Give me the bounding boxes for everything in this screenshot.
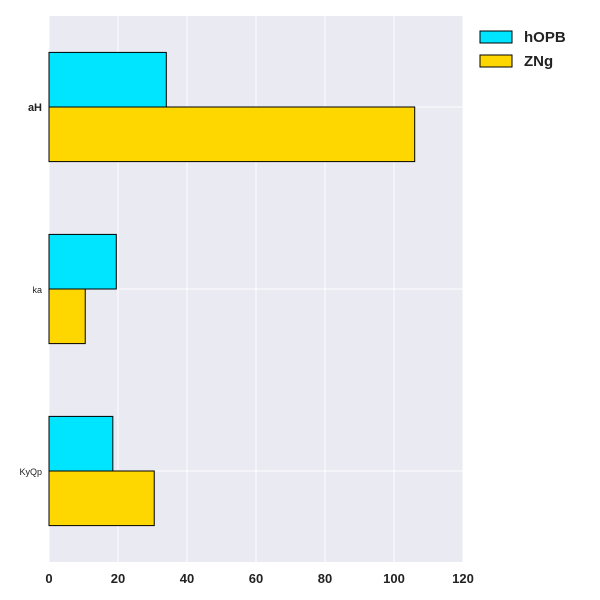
x-tick-label: 40: [180, 571, 194, 586]
legend: hOPB ZNg: [479, 29, 566, 70]
bar-ZNg-aH: [48, 106, 416, 163]
bar-hOPB-aH: [48, 51, 167, 108]
legend-label: ZNg: [524, 53, 553, 70]
bars: [48, 51, 416, 527]
x-tick-label: 80: [318, 571, 332, 586]
x-tick-label: 20: [111, 571, 125, 586]
legend-label: hOPB: [524, 29, 566, 46]
x-tick-labels: 0 20 40 60 80 100 120: [45, 571, 473, 586]
category-label: aH: [28, 102, 42, 114]
category-label: KyQp: [19, 467, 42, 477]
x-tick-label: 120: [452, 571, 474, 586]
legend-swatch: [479, 54, 513, 68]
bar-ZNg-ka: [48, 288, 86, 345]
x-tick-label: 100: [383, 571, 405, 586]
category-label: ka: [32, 285, 42, 295]
bar-ZNg-KyQp: [48, 470, 155, 527]
legend-swatch: [479, 30, 513, 44]
x-tick-label: 0: [45, 571, 52, 586]
bar-hOPB-KyQp: [48, 415, 114, 472]
bar-hOPB-ka: [48, 233, 117, 290]
category-labels: aH ka KyQp: [19, 102, 42, 477]
x-tick-label: 60: [249, 571, 263, 586]
